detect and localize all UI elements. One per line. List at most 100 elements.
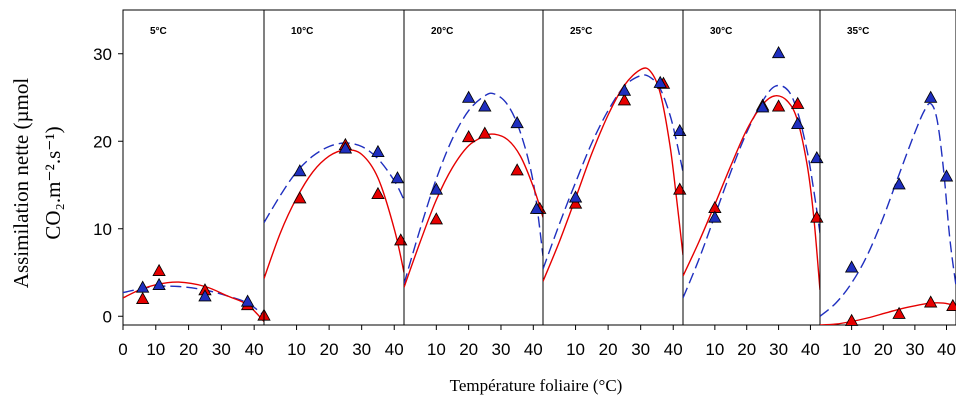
blue-point [198, 289, 212, 302]
blue-point [755, 100, 770, 113]
x-tick-label: 30 [905, 340, 924, 359]
red-point [293, 191, 307, 204]
red-fit-curve [264, 149, 404, 279]
blue-point [510, 116, 524, 129]
blue-fit-curve [683, 84, 820, 299]
x-tick-label: 30 [769, 340, 788, 359]
blue-point [152, 277, 166, 290]
panel-title: 25°C [570, 26, 592, 37]
red-point [946, 298, 956, 311]
x-tick-label: 30 [212, 340, 231, 359]
blue-point [240, 294, 255, 307]
y-axis-label-line2: CO₂.m⁻².s⁻¹) [41, 126, 65, 239]
blue-point [791, 116, 805, 129]
x-tick-label: 40 [385, 340, 404, 359]
blue-fit-curve [820, 102, 956, 317]
red-point [892, 306, 906, 319]
x-tick-label: 40 [801, 340, 820, 359]
panel-title: 30°C [710, 26, 732, 37]
blue-point [617, 83, 632, 96]
red-point [461, 130, 476, 143]
panel-title: 5°C [150, 26, 167, 37]
x-tick-label: 10 [427, 340, 446, 359]
y-tick-label: 10 [93, 220, 112, 239]
x-tick-label: 20 [459, 340, 478, 359]
blue-point [708, 210, 722, 223]
red-point [152, 263, 166, 276]
x-tick-label: 30 [492, 340, 511, 359]
red-point [429, 212, 444, 225]
x-tick-label: 10 [287, 340, 306, 359]
blue-point [939, 169, 954, 182]
y-axis-label: Assimilation nette (µmol CO₂.m⁻².s⁻¹) [9, 78, 65, 289]
panel-frame [263, 9, 405, 326]
red-point [568, 196, 583, 209]
y-axis-label-line1: Assimilation nette (µmol [9, 78, 33, 289]
blue-point [371, 144, 385, 157]
blue-point [673, 123, 687, 136]
blue-point [390, 171, 405, 184]
blue-point [135, 280, 150, 293]
blue-point [478, 99, 492, 112]
red-fit-curve [543, 67, 683, 282]
blue-fit-curve [543, 74, 683, 270]
x-tick-label: 40 [245, 340, 264, 359]
y-tick-label: 20 [93, 132, 112, 151]
red-point [791, 96, 805, 109]
x-tick-label: 40 [524, 340, 543, 359]
blue-point [924, 90, 938, 103]
panel-frame [403, 9, 544, 326]
x-tick-label: 10 [146, 340, 165, 359]
blue-fit-curve [264, 142, 404, 223]
blue-point [810, 151, 824, 164]
x-axis-label: Température foliaire (°C) [450, 376, 623, 395]
panel-6: 35°C 10 20 30 40 [819, 9, 956, 359]
panel-frame [122, 9, 265, 326]
blue-point [338, 141, 353, 154]
x-tick-label: 20 [179, 340, 198, 359]
panel-title: 10°C [291, 26, 313, 37]
blue-point [429, 182, 444, 195]
blue-point [653, 75, 667, 88]
blue-point [461, 90, 476, 103]
blue-point [771, 46, 786, 59]
panel-5: 30°C 10 20 30 40 [682, 9, 824, 359]
blue-point [844, 260, 859, 273]
x-tick-label: 30 [631, 340, 650, 359]
blue-point [892, 177, 906, 190]
red-point [478, 126, 492, 139]
y-tick-label: 0 [103, 307, 112, 326]
panel-title: 20°C [431, 26, 453, 37]
x-tick-label: 40 [664, 340, 683, 359]
red-point [844, 313, 859, 326]
x-tick-label: 10 [705, 340, 724, 359]
panel-3: 20°C 10 20 30 40 [403, 9, 547, 359]
blue-point [568, 190, 583, 203]
red-point [924, 295, 938, 308]
panel-2: 10°C 10 20 30 40 [263, 9, 408, 359]
x-tick-label: 40 [937, 340, 956, 359]
blue-point [293, 164, 307, 177]
x-tick-label: 30 [352, 340, 371, 359]
red-point [135, 291, 150, 304]
x-tick-label: 10 [566, 340, 585, 359]
panel-frame [819, 9, 956, 326]
y-axis: 0 10 20 30 [93, 45, 123, 326]
panel-4: 25°C 10 20 30 40 [542, 9, 687, 359]
red-fit-curve [404, 133, 543, 288]
panel-title: 35°C [847, 26, 869, 37]
red-point [771, 99, 786, 112]
x-tick-label: 20 [599, 340, 618, 359]
x-tick-label: 20 [874, 340, 893, 359]
x-tick-label: 20 [737, 340, 756, 359]
y-tick-label: 30 [93, 45, 112, 64]
panel-frame [542, 9, 684, 326]
x-tick-label: 10 [842, 340, 861, 359]
red-point [371, 186, 385, 199]
red-point [617, 93, 632, 106]
panel-1: 5°C 0 10 20 30 40 [118, 9, 271, 359]
blue-point [529, 201, 544, 214]
red-fit-curve [820, 302, 956, 325]
